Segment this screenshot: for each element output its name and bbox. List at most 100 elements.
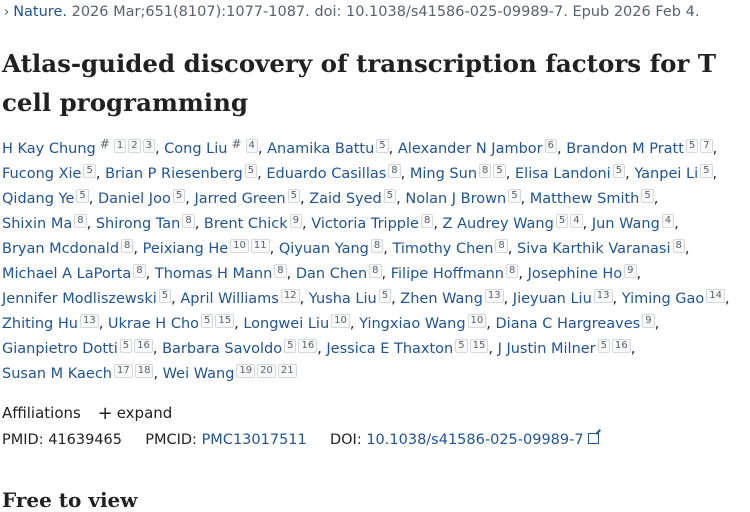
author-link[interactable]: Brandon M Pratt xyxy=(566,141,684,157)
affiliation-ref[interactable]: 13 xyxy=(484,289,504,303)
affiliation-ref[interactable]: 15 xyxy=(469,339,489,353)
author-link[interactable]: Anamika Battu xyxy=(267,141,375,157)
affiliation-ref[interactable]: 10 xyxy=(467,314,487,328)
author-link[interactable]: Bryan Mcdonald xyxy=(2,241,120,257)
affiliation-ref[interactable]: 4 xyxy=(570,214,583,228)
author-link[interactable]: Matthew Smith xyxy=(529,191,640,207)
author-link[interactable]: Qidang Ye xyxy=(2,191,75,207)
affiliation-ref[interactable]: 8 xyxy=(672,239,685,253)
affiliation-ref[interactable]: 16 xyxy=(298,339,318,353)
affiliation-ref[interactable]: 6 xyxy=(544,139,558,153)
author-link[interactable]: Alexander N Jambor xyxy=(397,141,543,157)
affiliation-ref[interactable]: 5 xyxy=(641,189,654,203)
affiliation-ref[interactable]: 5 xyxy=(508,189,521,203)
affiliation-ref[interactable]: 8 xyxy=(506,264,519,278)
author-link[interactable]: Ukrae H Cho xyxy=(107,316,200,332)
author-link[interactable]: Wei Wang xyxy=(162,366,235,382)
author-link[interactable]: Brian P Riesenberg xyxy=(105,166,243,182)
affiliation-ref[interactable]: 19 xyxy=(236,364,256,378)
author-link[interactable]: Barbara Savoldo xyxy=(162,341,283,357)
author-link[interactable]: Jessica E Thaxton xyxy=(326,341,454,357)
author-link[interactable]: Gianpietro Dotti xyxy=(2,341,118,357)
affiliation-ref[interactable]: 5 xyxy=(172,189,186,203)
affiliation-ref[interactable]: 7 xyxy=(700,139,713,153)
affiliation-ref[interactable]: 10 xyxy=(230,239,249,253)
affiliation-ref[interactable]: 5 xyxy=(376,139,389,153)
chevron-down-icon[interactable]: › xyxy=(4,5,10,20)
affiliation-ref[interactable]: 11 xyxy=(250,239,270,253)
author-link[interactable]: Dan Chen xyxy=(295,266,368,282)
affiliation-ref[interactable]: 5 xyxy=(700,164,713,178)
author-link[interactable]: April Williams xyxy=(180,291,279,307)
affiliation-ref[interactable]: 8 xyxy=(388,164,401,178)
affiliation-ref[interactable]: 8 xyxy=(369,264,382,278)
affiliation-ref[interactable]: 13 xyxy=(79,314,99,328)
affiliation-ref[interactable]: 8 xyxy=(74,214,87,228)
affiliation-ref[interactable]: 5 xyxy=(284,339,297,353)
author-link[interactable]: Zaid Syed xyxy=(309,191,382,207)
doi-link[interactable]: 10.1038/s41586-025-09989-7 xyxy=(366,432,584,448)
author-link[interactable]: Elisa Landoni xyxy=(515,166,611,182)
affiliation-ref[interactable]: 17 xyxy=(113,364,133,378)
affiliation-ref[interactable]: 3 xyxy=(142,139,155,153)
author-link[interactable]: J Justin Milner xyxy=(497,341,596,357)
affiliation-ref[interactable]: 8 xyxy=(121,239,134,253)
author-link[interactable]: Qiyuan Yang xyxy=(278,241,369,257)
affiliation-ref[interactable]: 5 xyxy=(383,189,397,203)
affiliation-ref[interactable]: 4 xyxy=(661,214,675,228)
author-link[interactable]: Yiming Gao xyxy=(621,291,705,307)
author-link[interactable]: Zhiting Hu xyxy=(2,316,78,332)
author-link[interactable]: H Kay Chung xyxy=(2,141,96,157)
affiliation-ref[interactable]: 5 xyxy=(158,289,172,303)
author-link[interactable]: Eduardo Casillas xyxy=(266,166,387,182)
author-link[interactable]: Thomas H Mann xyxy=(154,266,273,282)
affiliation-ref[interactable]: 9 xyxy=(289,214,302,228)
author-link[interactable]: Filipe Hoffmann xyxy=(390,266,504,282)
author-link[interactable]: Peixiang He xyxy=(142,241,229,257)
author-link[interactable]: Ming Sun xyxy=(409,166,478,182)
affiliation-ref[interactable]: 13 xyxy=(593,289,613,303)
author-link[interactable]: Yusha Liu xyxy=(308,291,377,307)
author-link[interactable]: Timothy Chen xyxy=(392,241,494,257)
author-link[interactable]: Diana C Hargreaves xyxy=(495,316,641,332)
author-link[interactable]: Nolan J Brown xyxy=(405,191,507,207)
affiliation-ref[interactable]: 16 xyxy=(612,339,631,353)
affiliation-ref[interactable]: 8 xyxy=(182,214,195,228)
affiliation-ref[interactable]: 10 xyxy=(331,314,350,328)
external-link-icon[interactable] xyxy=(587,433,599,444)
affiliation-ref[interactable]: 4 xyxy=(245,139,258,153)
affiliation-ref[interactable]: 5 xyxy=(83,164,96,178)
affiliation-ref[interactable]: 5 xyxy=(119,339,133,353)
affiliation-ref[interactable]: 1 xyxy=(113,139,127,153)
author-link[interactable]: Josephine Ho xyxy=(527,266,623,282)
author-link[interactable]: Shixin Ma xyxy=(2,216,73,232)
pmcid-link[interactable]: PMC13017511 xyxy=(201,432,307,448)
affiliation-ref[interactable]: 14 xyxy=(706,289,725,303)
affiliation-ref[interactable]: 8 xyxy=(274,264,287,278)
author-link[interactable]: Jieyuan Liu xyxy=(512,291,592,307)
author-link[interactable]: Brent Chick xyxy=(203,216,288,232)
affiliation-ref[interactable]: 5 xyxy=(597,339,611,353)
affiliation-ref[interactable]: 5 xyxy=(455,339,468,353)
journal-link[interactable]: Nature. xyxy=(13,4,67,20)
affiliation-ref[interactable]: 8 xyxy=(370,239,384,253)
affiliation-ref[interactable]: 5 xyxy=(493,164,506,178)
affiliation-ref[interactable]: 8 xyxy=(133,264,146,278)
affiliation-ref[interactable]: 8 xyxy=(479,164,492,178)
affiliation-ref[interactable]: 5 xyxy=(612,164,626,178)
affiliation-ref[interactable]: 5 xyxy=(555,214,569,228)
affiliation-ref[interactable]: 5 xyxy=(378,289,392,303)
affiliation-ref[interactable]: 5 xyxy=(287,189,300,203)
author-link[interactable]: Fucong Xie xyxy=(2,166,82,182)
author-link[interactable]: Jarred Green xyxy=(194,191,286,207)
affiliation-ref[interactable]: 9 xyxy=(642,314,655,328)
affiliation-ref[interactable]: 5 xyxy=(685,139,699,153)
affiliation-ref[interactable]: 5 xyxy=(244,164,258,178)
affiliations-expand-button[interactable]: + expand xyxy=(98,403,173,424)
affiliation-ref[interactable]: 2 xyxy=(128,139,141,153)
author-link[interactable]: Jennifer Modliszewski xyxy=(2,291,157,307)
affiliation-ref[interactable]: 8 xyxy=(495,239,508,253)
affiliation-ref[interactable]: 12 xyxy=(280,289,300,303)
author-link[interactable]: Jun Wang xyxy=(591,216,660,232)
author-link[interactable]: Yingxiao Wang xyxy=(359,316,466,332)
